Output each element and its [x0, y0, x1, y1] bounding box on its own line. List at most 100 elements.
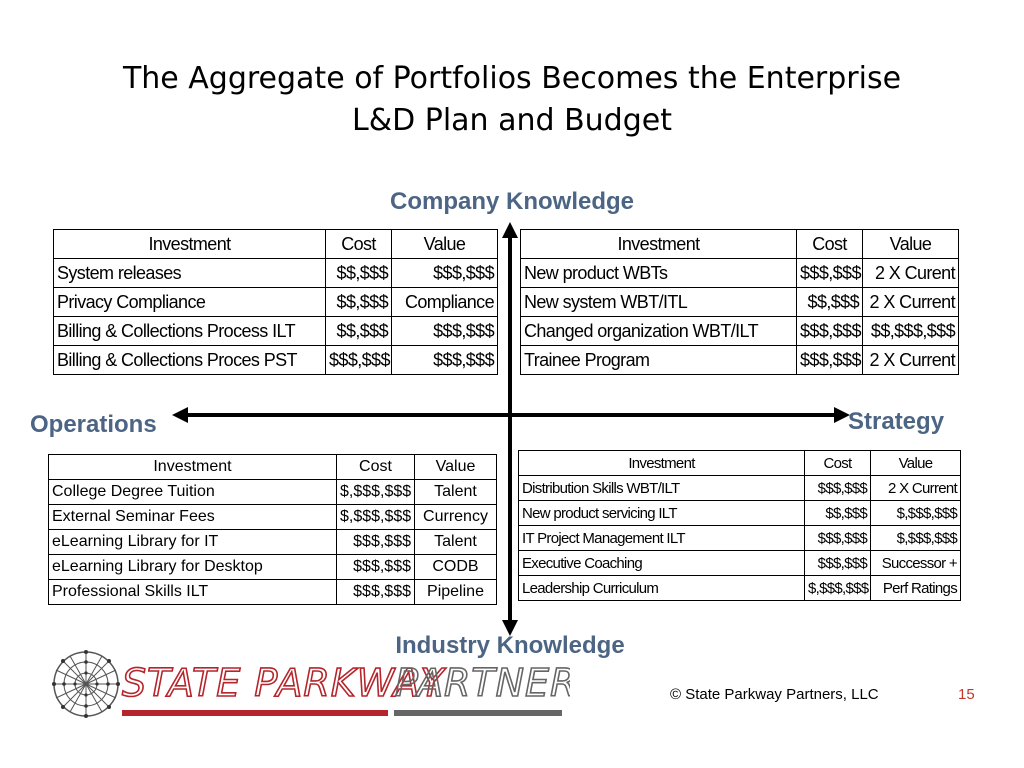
- table-row: eLearning Library for IT $$$,$$$ Talent: [48, 529, 497, 555]
- cell-cost: $$$,$$$: [804, 475, 871, 501]
- cell-investment: New product servicing ILT: [518, 500, 805, 526]
- cell-value: $$,$$$,$$$: [862, 316, 959, 346]
- header-cost: Cost: [336, 454, 415, 480]
- header-investment: Investment: [520, 229, 797, 259]
- cell-value: $$$,$$$: [391, 316, 498, 346]
- table-row: Changed organization WBT/ILT $$$,$$$ $$,…: [520, 316, 959, 346]
- header-investment: Investment: [53, 229, 326, 259]
- table-row: New system WBT/ITL $$,$$$ 2 X Current: [520, 287, 959, 317]
- cell-value: Currency: [414, 504, 497, 530]
- arrow-left-icon: [172, 407, 188, 423]
- cell-cost: $$$,$$$: [336, 529, 415, 555]
- header-value: Value: [391, 229, 498, 259]
- cell-value: $,$$$,$$$: [870, 525, 961, 551]
- cell-value: $$$,$$$: [391, 258, 498, 288]
- cell-cost: $$$,$$$: [336, 579, 415, 605]
- table-top-left: Investment Cost Value System releases $$…: [53, 229, 498, 375]
- cell-cost: $$$,$$$: [804, 525, 871, 551]
- copyright-text: © State Parkway Partners, LLC: [670, 686, 879, 703]
- slide-title-line-1: The Aggregate of Portfolios Becomes the …: [122, 61, 902, 96]
- cell-investment: eLearning Library for Desktop: [48, 554, 337, 580]
- table-row: New product servicing ILT $$,$$$ $,$$$,$…: [518, 500, 961, 526]
- axis-label-operations: Operations: [30, 411, 157, 438]
- cell-cost: $$,$$$: [796, 287, 863, 317]
- logo-text-state-parkway: STATE PARKWAY: [122, 661, 446, 705]
- cell-investment: Leadership Curriculum: [518, 575, 805, 601]
- table-bottom-left: Investment Cost Value College Degree Tui…: [48, 454, 497, 605]
- cell-value: 2 X Current: [870, 475, 961, 501]
- table-row: Billing & Collections Proces PST $$$,$$$…: [53, 345, 498, 375]
- cell-cost: $$$,$$$: [325, 345, 392, 375]
- cell-investment: Billing & Collections Process ILT: [53, 316, 326, 346]
- axis-label-strategy: Strategy: [848, 408, 945, 435]
- axis-label-industry-knowledge: Industry Knowledge: [395, 632, 625, 659]
- table-row: eLearning Library for Desktop $$$,$$$ CO…: [48, 554, 497, 580]
- header-investment: Investment: [518, 450, 805, 476]
- arrow-right-icon: [834, 407, 850, 423]
- table-row: Billing & Collections Process ILT $$,$$$…: [53, 316, 498, 346]
- cell-cost: $$,$$$: [804, 500, 871, 526]
- cell-cost: $$$,$$$: [336, 554, 415, 580]
- arrow-down-icon: [502, 620, 518, 636]
- table-header-row: Investment Cost Value: [520, 229, 959, 259]
- cell-cost: $,$$$,$$$: [336, 504, 415, 530]
- cell-investment: IT Project Management ILT: [518, 525, 805, 551]
- cell-investment: Distribution Skills WBT/ILT: [518, 475, 805, 501]
- logo-underline-red: [122, 710, 388, 716]
- table-header-row: Investment Cost Value: [48, 454, 497, 480]
- cell-value: Pipeline: [414, 579, 497, 605]
- table-row: IT Project Management ILT $$$,$$$ $,$$$,…: [518, 525, 961, 551]
- table-row: Leadership Curriculum $,$$$,$$$ Perf Rat…: [518, 575, 961, 601]
- cell-cost: $$,$$$: [325, 287, 392, 317]
- header-cost: Cost: [804, 450, 871, 476]
- cell-investment: External Seminar Fees: [48, 504, 337, 530]
- cell-investment: eLearning Library for IT: [48, 529, 337, 555]
- cell-value: 2 X Curent: [862, 258, 959, 288]
- cell-investment: System releases: [53, 258, 326, 288]
- state-parkway-partners-logo: STATE PARKWAY PARTNERS: [52, 650, 570, 718]
- cell-investment: Trainee Program: [520, 345, 797, 375]
- table-row: Executive Coaching $$$,$$$ Successor +: [518, 550, 961, 576]
- table-row: External Seminar Fees $,$$$,$$$ Currency: [48, 504, 497, 530]
- cell-investment: Billing & Collections Proces PST: [53, 345, 326, 375]
- cell-investment: Privacy Compliance: [53, 287, 326, 317]
- cell-cost: $,$$$,$$$: [336, 479, 415, 505]
- cell-value: 2 X Current: [862, 287, 959, 317]
- axis-label-company-knowledge: Company Knowledge: [389, 188, 635, 215]
- cell-investment: Changed organization WBT/ILT: [520, 316, 797, 346]
- arrow-up-icon: [502, 222, 518, 238]
- table-header-row: Investment Cost Value: [518, 450, 961, 476]
- header-value: Value: [870, 450, 961, 476]
- cell-investment: Professional Skills ILT: [48, 579, 337, 605]
- table-row: Professional Skills ILT $$$,$$$ Pipeline: [48, 579, 497, 605]
- cell-value: Compliance: [391, 287, 498, 317]
- cell-cost: $$,$$$: [325, 258, 392, 288]
- table-top-right: Investment Cost Value New product WBTs $…: [520, 229, 959, 375]
- logo-underline-gray: [394, 710, 562, 716]
- cell-value: 2 X Current: [862, 345, 959, 375]
- cell-investment: College Degree Tuition: [48, 479, 337, 505]
- cell-value: CODB: [414, 554, 497, 580]
- header-investment: Investment: [48, 454, 337, 480]
- cell-cost: $$$,$$$: [796, 258, 863, 288]
- slide-title: The Aggregate of Portfolios Becomes the …: [40, 58, 984, 142]
- table-row: College Degree Tuition $,$$$,$$$ Talent: [48, 479, 497, 505]
- page-number: 15: [958, 686, 975, 703]
- header-value: Value: [414, 454, 497, 480]
- cell-investment: New system WBT/ITL: [520, 287, 797, 317]
- table-bottom-right: Investment Cost Value Distribution Skill…: [518, 450, 961, 601]
- table-header-row: Investment Cost Value: [53, 229, 498, 259]
- header-value: Value: [862, 229, 959, 259]
- cell-cost: $$,$$$: [325, 316, 392, 346]
- cell-value: Successor +: [870, 550, 961, 576]
- table-row: Privacy Compliance $$,$$$ Compliance: [53, 287, 498, 317]
- cell-value: $,$$$,$$$: [870, 500, 961, 526]
- logo-text-partners: PARTNERS: [395, 661, 570, 705]
- table-row: Trainee Program $$$,$$$ 2 X Current: [520, 345, 959, 375]
- cell-investment: New product WBTs: [520, 258, 797, 288]
- cell-value: Talent: [414, 529, 497, 555]
- table-row: New product WBTs $$$,$$$ 2 X Curent: [520, 258, 959, 288]
- cell-investment: Executive Coaching: [518, 550, 805, 576]
- header-cost: Cost: [796, 229, 863, 259]
